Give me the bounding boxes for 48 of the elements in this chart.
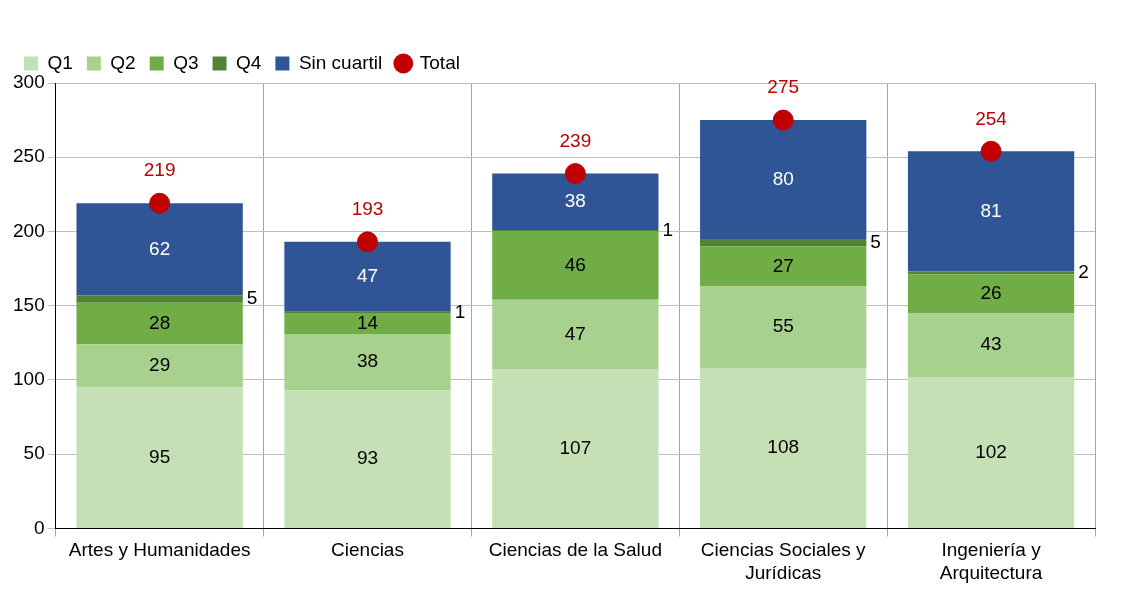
y-tick-label: 100 [13,368,45,390]
data-label: 93 [356,447,379,469]
legend-label: Q1 [47,51,73,73]
data-label: 29 [149,354,171,376]
data-label: 219 [143,159,176,181]
data-label: 2 [1078,261,1089,283]
x-tick-label: Ciencias Sociales y Jurídicas [700,539,867,583]
y-tick-label: 50 [23,442,45,464]
data-label: 62 [149,237,171,259]
data-label: 193 [351,198,384,220]
legend-label: Total [419,51,460,73]
y-tick-label: 150 [13,293,45,315]
y-tick-label: 250 [13,145,45,167]
data-label: 28 [149,311,171,333]
data-label: 275 [767,76,800,98]
data-label: 80 [772,167,794,189]
data-label: 43 [980,333,1002,355]
legend-label: Q3 [173,51,199,73]
data-label: 38 [356,350,379,372]
data-label: 5 [870,230,881,252]
x-tick-label: Ciencias [331,539,404,561]
data-label: 26 [980,282,1002,304]
x-tick-label: Ingeniería y Arquitectura [939,539,1043,583]
data-label: 46 [564,253,586,275]
data-label: 38 [564,190,586,212]
data-label: 27 [772,254,794,276]
data-label: 107 [559,436,592,458]
legend-label: Q2 [110,51,136,73]
y-tick-label: 300 [13,71,45,93]
data-label: 95 [149,445,171,467]
data-label: 14 [356,311,379,333]
data-label: 5 [246,287,258,309]
data-label: 254 [975,107,1008,129]
y-tick-label: 0 [34,516,45,538]
y-tick-label: 200 [13,219,45,241]
data-label: 239 [559,129,592,151]
data-label: 1 [662,218,674,240]
data-label: 47 [356,264,379,286]
data-label: 81 [980,199,1002,221]
legend-label: Q4 [236,51,262,73]
legend-label: Sin cuartil [298,51,383,73]
data-label: 102 [975,440,1007,462]
data-label: 47 [564,322,586,344]
x-tick-label: Artes y Humanidades [68,539,251,561]
x-tick-label: Ciencias de la Salud [488,539,662,561]
data-label: 1 [454,300,466,322]
data-label: 55 [772,315,794,337]
data-label: 108 [767,436,800,458]
